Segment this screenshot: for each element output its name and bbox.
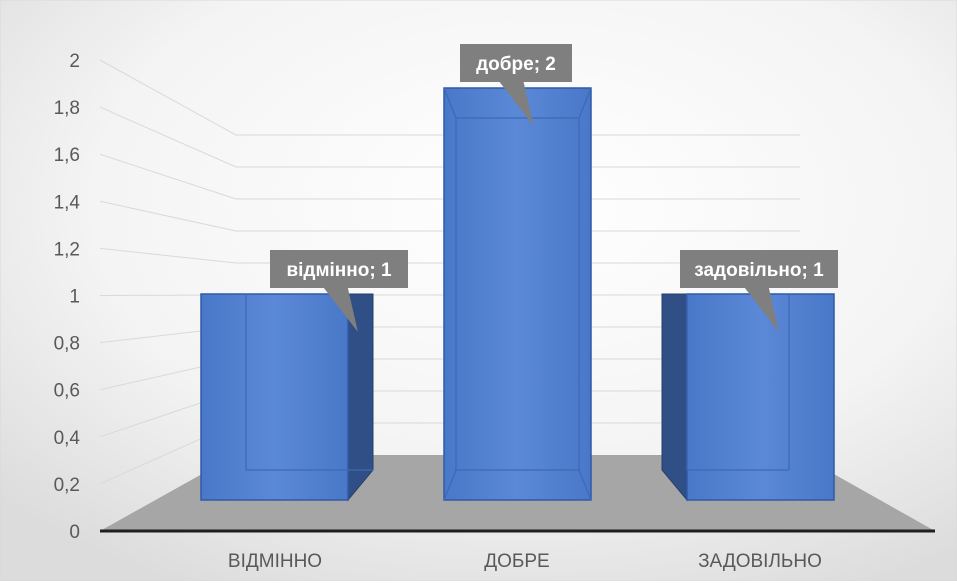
bar-side	[661, 293, 688, 502]
bar-inner-edge	[578, 469, 592, 501]
data-label-box	[460, 44, 572, 82]
data-label-box	[270, 250, 408, 288]
data-label-text: добре; 2	[476, 54, 556, 75]
data-label-pointer	[323, 288, 358, 332]
bar-side	[347, 293, 374, 502]
data-label-1: відмінно; 1	[270, 250, 408, 332]
bar-1	[200, 293, 374, 502]
y-tick-label: 1	[69, 287, 80, 308]
data-label-2: добре; 2	[460, 44, 572, 126]
y-tick-label: 0,2	[54, 475, 80, 496]
y-tick-label: 2	[69, 51, 80, 72]
gridline	[99, 153, 800, 200]
y-tick-label: 0,6	[54, 381, 80, 402]
y-tick-label: 0,4	[54, 428, 81, 449]
data-label-text: задовільно; 1	[694, 260, 824, 281]
gridline	[99, 200, 800, 232]
data-label-pointer	[744, 288, 779, 332]
y-tick-label: 1,6	[54, 145, 80, 166]
bar-inner-edge	[443, 469, 457, 501]
y-tick-label: 0	[69, 522, 80, 543]
bar-inner-top	[443, 87, 592, 119]
x-category-label: ЗАДОВІЛЬНО	[698, 551, 822, 572]
data-label-box	[680, 250, 838, 288]
gridline	[99, 106, 800, 168]
data-label-text: відмінно; 1	[286, 260, 392, 281]
y-tick-label: 1,2	[54, 239, 80, 260]
bar-inner-edge	[245, 294, 348, 471]
bar-front	[686, 293, 835, 501]
x-category-label: ВІДМІННО	[228, 551, 322, 572]
gridline	[99, 247, 800, 264]
bar-front	[443, 87, 592, 501]
bar-inner-edge	[686, 294, 789, 471]
bar-front	[200, 293, 349, 501]
bar-2	[443, 87, 592, 501]
data-label-pointer	[499, 82, 534, 126]
y-tick-label: 1,4	[54, 192, 81, 213]
x-category-label: ДОБРЕ	[484, 551, 549, 572]
gridline	[99, 59, 800, 136]
data-label-3: задовільно; 1	[680, 250, 838, 332]
y-tick-label: 1,8	[54, 98, 80, 119]
bar-3	[661, 293, 835, 502]
y-tick-label: 0,8	[54, 334, 80, 355]
